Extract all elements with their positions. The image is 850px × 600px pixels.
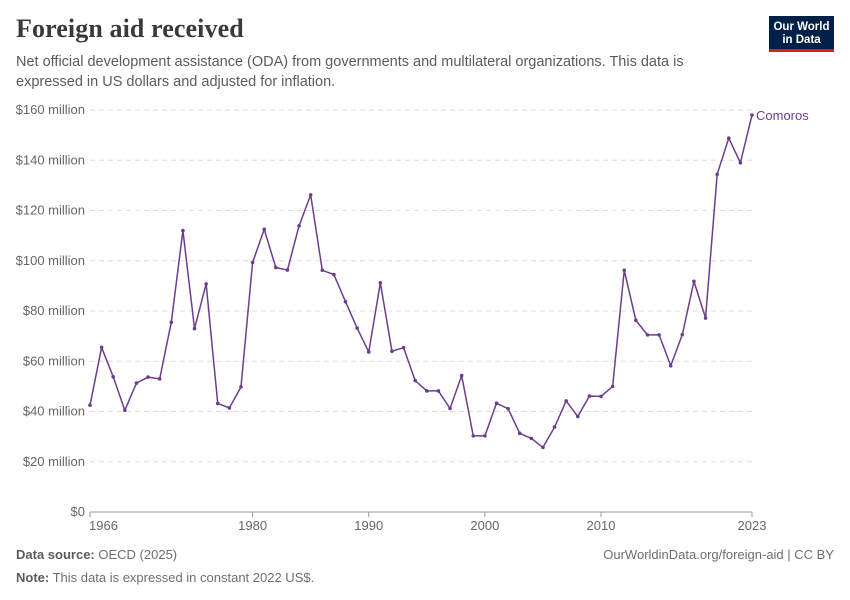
data-point	[494, 401, 499, 406]
data-point	[703, 316, 708, 320]
chart-title: Foreign aid received	[16, 14, 244, 43]
x-tick-label: 2023	[738, 518, 767, 533]
data-point	[227, 406, 232, 410]
data-point	[715, 172, 719, 177]
y-tick-label: $40 million	[23, 404, 85, 419]
y-tick-label: $140 million	[16, 152, 85, 167]
data-point	[401, 345, 406, 350]
data-point	[471, 434, 476, 438]
x-tick-label: 1990	[354, 518, 383, 533]
data-point	[680, 332, 685, 337]
data-point	[157, 377, 162, 381]
data-point	[564, 399, 568, 403]
x-tick-label: 2010	[587, 518, 616, 533]
data-point	[483, 434, 487, 438]
data-point	[668, 363, 673, 368]
data-point	[738, 160, 743, 165]
source-url-link[interactable]: OurWorldinData.org/foreign-aid | CC BY	[603, 547, 834, 562]
data-point	[645, 333, 650, 337]
data-point	[320, 268, 325, 273]
data-point	[378, 281, 383, 285]
x-tick-label: 2000	[470, 518, 499, 533]
data-point	[99, 345, 104, 350]
data-source-link[interactable]: OECD (2025)	[98, 547, 178, 562]
data-point	[274, 265, 278, 270]
series-line-comoros	[89, 114, 753, 449]
data-source-label: Data source:	[16, 547, 95, 562]
data-point	[204, 282, 208, 286]
y-tick-label: $20 million	[23, 454, 85, 469]
logo-line-2: in Data	[782, 34, 821, 46]
data-point	[425, 389, 429, 393]
y-tick-label: $60 million	[23, 353, 85, 368]
data-point	[587, 394, 592, 398]
x-tick-label: 1966	[89, 518, 118, 533]
y-tick-label: $0	[71, 504, 85, 519]
data-point	[111, 375, 116, 379]
data-point	[123, 408, 127, 413]
data-point	[436, 389, 441, 393]
data-point	[332, 272, 336, 277]
note-label: Note:	[16, 570, 50, 585]
data-point	[657, 333, 661, 337]
series-label: Comoros	[756, 108, 809, 123]
data-point	[192, 326, 197, 331]
data-point	[390, 349, 394, 354]
data-point	[355, 326, 359, 330]
note-text: This data is expressed in constant 2022 …	[52, 570, 315, 585]
data-point	[517, 431, 522, 436]
data-point	[285, 268, 290, 272]
data-point	[726, 136, 731, 140]
data-source: Data source: OECD (2025)	[16, 547, 177, 562]
data-point	[750, 113, 754, 117]
y-tick-label: $120 million	[16, 203, 85, 218]
data-point	[308, 193, 313, 197]
data-point	[552, 425, 557, 429]
y-tick-label: $80 million	[23, 303, 85, 318]
data-point	[169, 320, 174, 325]
data-point	[181, 228, 185, 233]
x-tick-label: 1980	[238, 518, 267, 533]
data-point	[215, 401, 220, 406]
data-point	[599, 394, 603, 399]
data-point	[134, 381, 139, 385]
data-point	[459, 373, 464, 378]
y-tick-label: $160 million	[16, 102, 85, 117]
data-point	[541, 445, 545, 450]
chart-note: Note: This data is expressed in constant…	[16, 570, 314, 585]
data-point	[634, 318, 638, 323]
data-point	[343, 299, 348, 304]
data-point	[413, 378, 417, 383]
data-point	[250, 260, 255, 265]
owid-logo[interactable]: Our World in Data	[769, 16, 834, 52]
y-tick-label: $100 million	[16, 253, 85, 268]
data-point	[529, 436, 534, 441]
chart-subtitle: Net official development assistance (ODA…	[16, 54, 684, 90]
data-point	[88, 403, 92, 408]
data-point	[146, 375, 150, 379]
data-point	[610, 384, 615, 389]
data-point	[692, 279, 696, 284]
data-point	[297, 224, 301, 228]
data-point	[239, 385, 243, 389]
data-point	[262, 227, 267, 232]
data-point	[575, 414, 580, 419]
data-point	[448, 406, 452, 411]
data-point	[622, 268, 627, 273]
data-point	[366, 350, 371, 354]
logo-line-1: Our World	[773, 21, 830, 33]
data-point	[506, 406, 510, 411]
